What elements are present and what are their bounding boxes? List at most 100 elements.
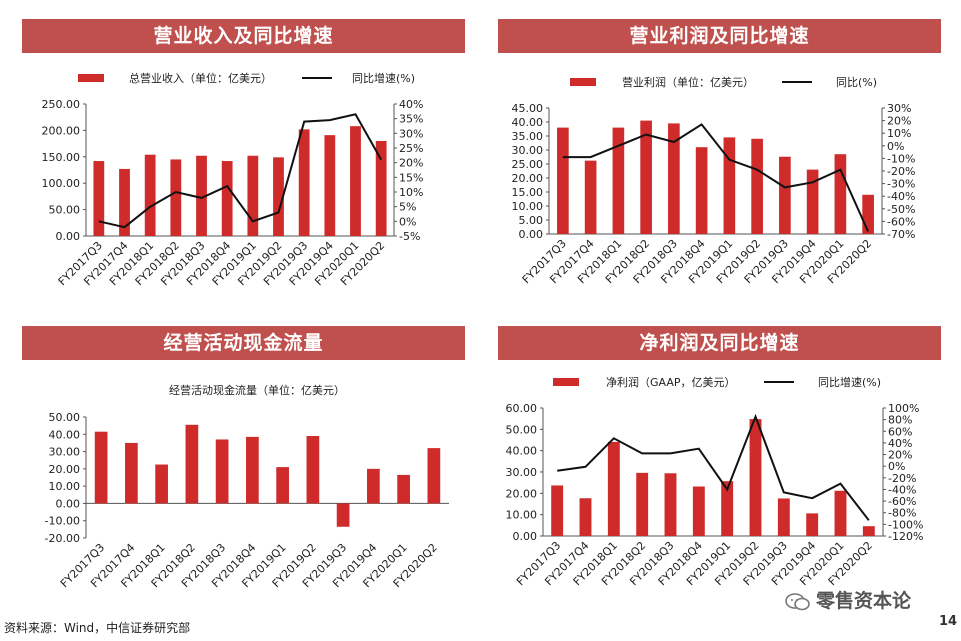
- chart0-ytick-left: 50.00: [49, 204, 81, 217]
- panel-header-operating-cashflow: 经营活动现金流量: [22, 326, 465, 360]
- chart1-ytick-left: 0.00: [519, 228, 544, 241]
- chart0-bar: [298, 129, 310, 236]
- chart3-bar: [749, 419, 762, 536]
- chart3-ytick-right: 60%: [888, 425, 912, 438]
- chart0-legend-line-label: 同比增速(%): [352, 71, 415, 85]
- chart2-bar: [215, 439, 229, 504]
- chart0-ytick-right: 15%: [399, 171, 423, 184]
- chart2-bar: [185, 424, 199, 504]
- chart1-ytick-left: 35.00: [512, 130, 544, 143]
- chart0-bar: [170, 159, 182, 236]
- chart2-ytick-left: -20.00: [45, 532, 80, 545]
- chart0-ytick-right: 25%: [399, 142, 423, 155]
- chart3-legend-bar-swatch: [553, 378, 579, 386]
- chart0-bar: [144, 154, 156, 236]
- chart2-ytick-left: 20.00: [49, 463, 81, 476]
- chart1-bar: [557, 127, 569, 234]
- chart1-bar: [751, 138, 763, 234]
- chart1-ytick-right: 20%: [887, 115, 911, 128]
- chart2-bar: [155, 464, 168, 504]
- chart2-ytick-left: 40.00: [49, 428, 81, 441]
- chart2-bar: [306, 436, 320, 504]
- chart0-ytick-right: 0%: [399, 215, 416, 228]
- chart1-ytick-right: -30%: [887, 178, 915, 191]
- chart1-bar: [806, 169, 819, 234]
- chart0-bar: [196, 155, 207, 236]
- chart3-bar: [806, 513, 819, 536]
- chart0-ytick-left: 0.00: [56, 230, 81, 243]
- chart0-bar: [247, 155, 259, 236]
- chart2-bar: [246, 436, 259, 504]
- chart0-ytick-left: 100.00: [42, 177, 81, 190]
- chart3-line-series: [557, 413, 870, 521]
- chart3-ytick-right: -100%: [888, 518, 923, 531]
- brand-watermark: 零售资本论: [784, 586, 911, 613]
- chart1-bar: [695, 147, 708, 234]
- chart0-line-series: [98, 113, 383, 229]
- chart0-bar: [119, 168, 130, 236]
- panel-header-revenue: 营业收入及同比增速: [22, 19, 465, 53]
- chart1-ytick-right: -40%: [887, 190, 915, 203]
- chart0-legend-bar-swatch: [78, 74, 104, 82]
- chart3-ytick-right: -80%: [888, 507, 916, 520]
- chart2-bar: [336, 503, 350, 527]
- chart3-ytick-left: 40.00: [506, 445, 538, 458]
- chart0-ytick-left: 150.00: [42, 151, 81, 164]
- chart1-bar: [723, 137, 736, 234]
- chart1-bar: [668, 123, 680, 234]
- chart3-bar: [862, 526, 875, 536]
- chart3-ytick-right: 80%: [888, 414, 912, 427]
- chart1-ytick-right: 0%: [887, 140, 904, 153]
- chart2-bar: [94, 431, 108, 504]
- chart2-ytick-left: 0.00: [56, 497, 81, 510]
- chart1-ytick-right: -70%: [887, 228, 915, 241]
- chart1-ytick-right: -50%: [887, 203, 915, 216]
- chart1-ytick-left: 40.00: [512, 116, 544, 129]
- chart2-ytick-left: 10.00: [49, 480, 81, 493]
- chart1-ytick-right: -60%: [887, 215, 915, 228]
- chart2-bar: [276, 467, 289, 504]
- chart1-ytick-left: 45.00: [512, 102, 544, 115]
- chart3-ytick-right: -40%: [888, 483, 916, 496]
- source-note: 资料来源：Wind，中信证券研究部: [4, 621, 191, 635]
- chart0-ytick-right: 35%: [399, 113, 423, 126]
- brand-name: 零售资本论: [816, 590, 912, 612]
- chart1-ytick-right: 30%: [887, 102, 911, 115]
- chart1-bar: [640, 120, 652, 234]
- chart2-bar: [427, 448, 441, 504]
- chart1-bar: [612, 127, 625, 234]
- chart2-subtitle: 经营活动现金流量（单位：亿美元）: [169, 383, 345, 397]
- chart3-ytick-right: 0%: [888, 460, 905, 473]
- chart1-bar: [862, 194, 874, 234]
- chart1-ytick-left: 25.00: [512, 158, 544, 171]
- chart3-bar: [834, 490, 847, 536]
- chart3-legend-line-label: 同比增速(%): [818, 375, 881, 389]
- chart1-bar: [584, 160, 597, 234]
- chart1-ytick-right: -20%: [887, 165, 915, 178]
- chart3-ytick-left: 60.00: [506, 402, 538, 415]
- chart3-bar: [692, 486, 705, 536]
- chart1-ytick-right: -10%: [887, 152, 915, 165]
- chart2-bar: [367, 468, 380, 504]
- chart2-ytick-left: 30.00: [49, 446, 81, 459]
- chart1-legend-line-label: 同比(%): [836, 76, 877, 89]
- chart3-ytick-right: 100%: [888, 402, 919, 415]
- chart1-ytick-left: 20.00: [512, 172, 544, 185]
- chart2-ytick-left: -10.00: [45, 515, 80, 528]
- chart1-ytick-left: 5.00: [519, 214, 544, 227]
- chart1-legend-bar-swatch: [570, 78, 596, 86]
- chart3-ytick-right: 20%: [888, 449, 912, 462]
- chart3-ytick-right: -60%: [888, 495, 916, 508]
- chart0-ytick-right: 5%: [399, 201, 416, 214]
- chart3-ytick-right: -20%: [888, 472, 916, 485]
- chart3-ytick-left: 0.00: [513, 530, 538, 543]
- chart1-line-series: [562, 123, 870, 232]
- chart3-bar: [777, 498, 790, 536]
- chart3-bar: [551, 485, 564, 536]
- chart3-ytick-right: -120%: [888, 530, 923, 543]
- chart3-legend-bar-label: 净利润（GAAP，亿美元）: [606, 375, 736, 389]
- chart3-bar: [664, 473, 677, 536]
- chart0-ytick-right: 40%: [399, 98, 423, 111]
- chart0-bar: [324, 135, 336, 236]
